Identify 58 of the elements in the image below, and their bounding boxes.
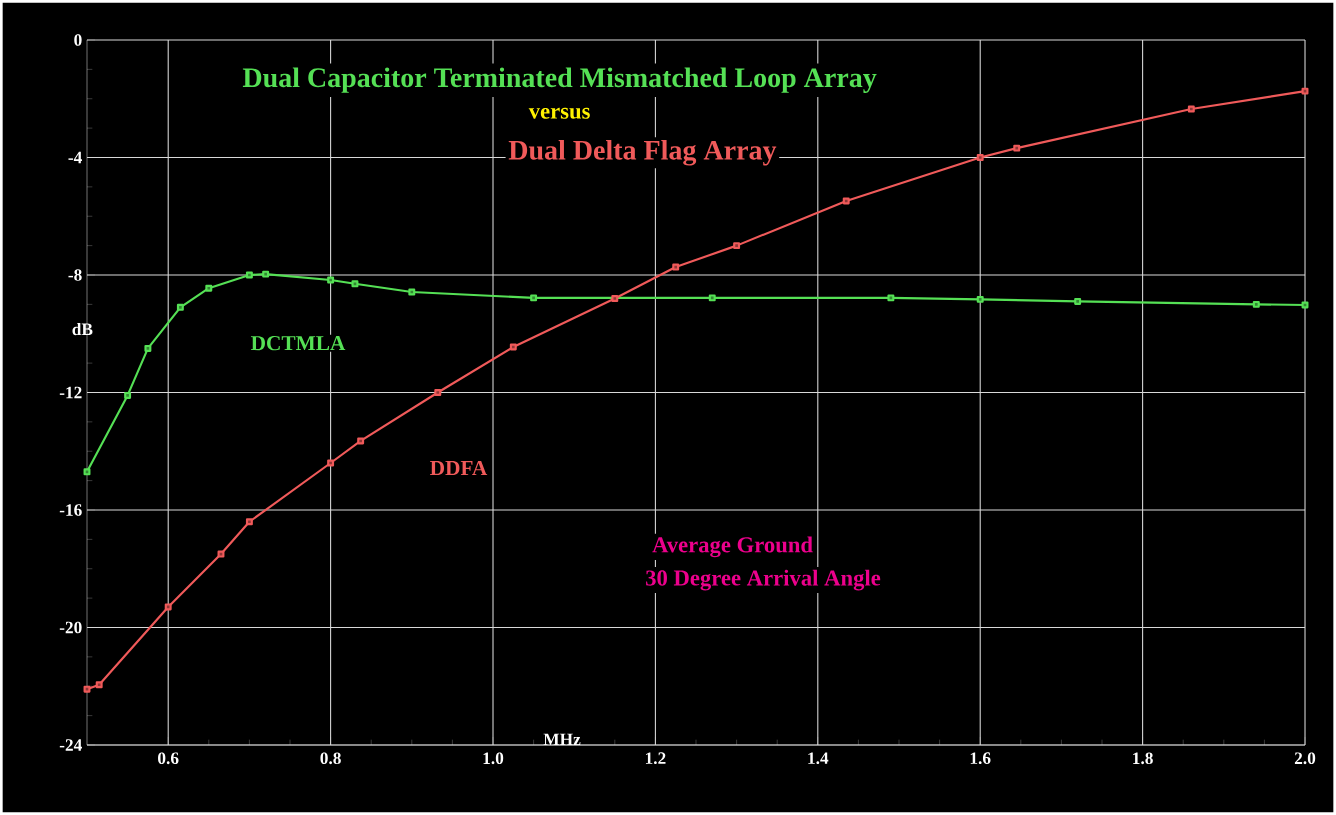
point [1013,144,1021,152]
x-axis-title: MHz [543,733,581,746]
y-axis-title: dB [72,322,93,336]
point [245,271,253,279]
annotation: Dual Delta Flag Array [508,140,777,166]
y-tick-label: -16 [59,504,82,516]
x-tick-label: 0.8 [320,752,341,765]
text: versus [528,107,590,119]
x-tick-label: 2.0 [1294,752,1316,765]
point [124,391,132,399]
x-tick-label: 1.4 [808,752,829,765]
x-tick-label: 0.6 [158,752,179,765]
point [708,294,716,302]
point [1187,105,1195,113]
point [164,603,172,611]
annotation: 30 Degree Arrival Angle [646,569,881,591]
y-tick-label: -4 [68,151,82,164]
point [83,468,91,476]
point [351,280,359,288]
point [434,389,442,396]
text: DDFA [430,460,488,475]
point [144,344,152,352]
y-tick-label: -20 [59,621,82,634]
point [327,459,335,467]
point [205,284,213,292]
point [1252,300,1260,308]
point [83,685,91,693]
y-tick-label: 0 [74,34,82,46]
point [1301,87,1309,95]
x-tick-label: 1.6 [970,752,991,765]
y-tick-label: -8 [68,269,82,281]
point [842,197,850,205]
point [1074,297,1082,305]
x-tick-label: 1.8 [1133,752,1153,765]
point [262,270,270,278]
text: Dual Capacitor Terminated Mismatched Loop Array [242,67,877,93]
point [408,288,416,296]
text: DCTMLA [250,335,346,351]
point [611,295,619,302]
point [509,343,517,351]
point [176,303,184,311]
point [245,518,253,526]
y-tick-label: -24 [59,739,82,751]
point [95,681,103,689]
point [217,550,225,558]
point [887,294,895,302]
x-tick-label: 1.2 [645,752,666,765]
point [530,294,538,302]
point [733,242,741,250]
point [327,276,335,284]
point [1301,301,1309,309]
point [357,437,365,445]
annotation: Average Ground [652,536,813,558]
point [976,295,984,303]
y-tick-label: -12 [59,386,82,399]
x-tick-label: 1.0 [483,752,504,765]
point [672,263,680,271]
point [976,154,984,161]
